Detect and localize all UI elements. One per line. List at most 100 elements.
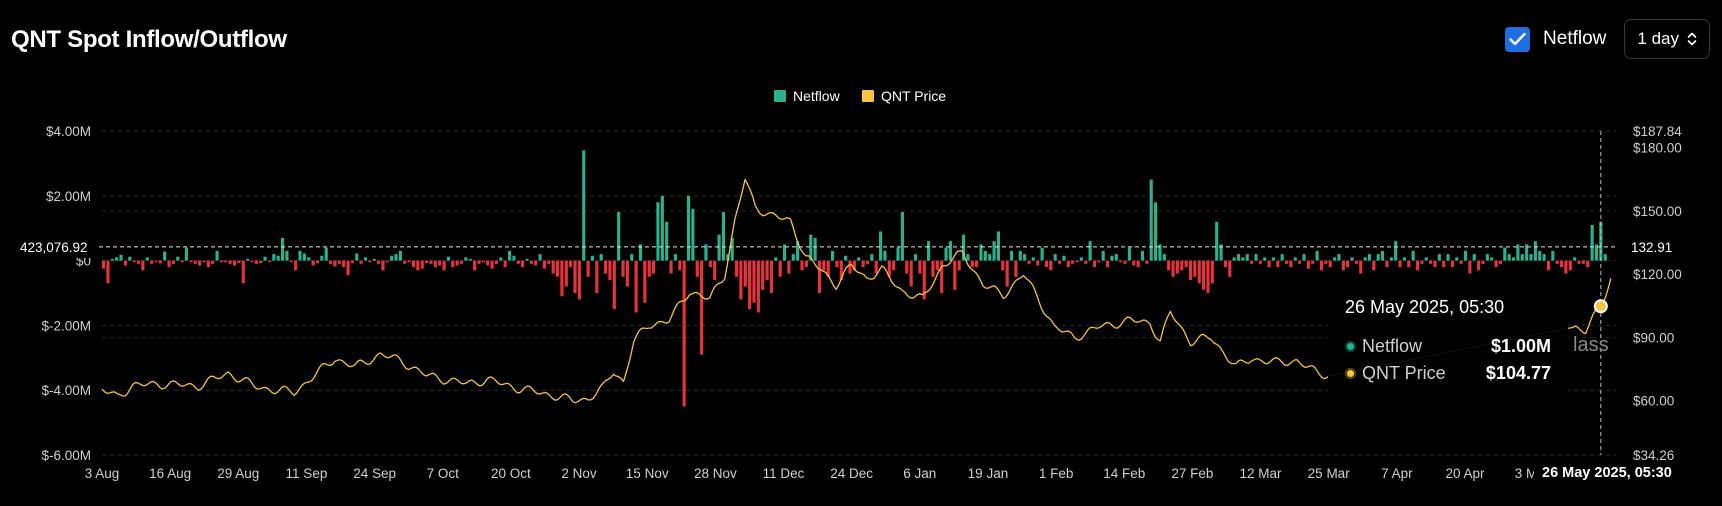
netflow-bar [311,260,315,266]
netflow-bar [739,260,743,300]
chevron-up-down-icon [1687,32,1697,46]
netflow-bar [1594,244,1599,261]
netflow-bar [1520,254,1524,261]
netflow-bar [102,260,106,269]
crosshair-netflow-label: 423,076.92 [12,236,96,258]
netflow-bar [525,258,529,261]
netflow-bar [905,260,909,274]
netflow-bar [398,250,402,261]
netflow-bar [835,260,839,268]
y-right-tick-label: $90.00 [1633,330,1674,345]
netflow-bar [1219,244,1223,261]
watermark-text: lass [1573,334,1609,356]
netflow-bar [1324,260,1328,264]
netflow-bar [136,260,141,264]
netflow-bar [686,195,691,261]
netflow-bar [883,250,887,261]
netflow-bar [700,260,704,355]
netflow-bar [538,254,542,261]
netflow-bar [857,257,861,261]
interval-select[interactable]: 1 day [1624,19,1710,59]
netflow-bar [678,260,682,271]
netflow-bar [1084,260,1088,264]
netflow-bar [1193,260,1197,277]
netflow-bars [102,150,1607,407]
netflow-bar [748,260,752,310]
netflow-bar [342,260,346,268]
netflow-bar [276,255,280,261]
netflow-bar [215,250,219,261]
y-left-tick-label: $2.00M [46,189,91,204]
netflow-bar [163,251,167,261]
netflow-bar [1306,260,1310,269]
netflow-bar [411,260,416,268]
netflow-bar [333,260,337,267]
netflow-bar [246,258,250,261]
netflow-bar [647,260,651,277]
netflow-bar [756,260,760,313]
x-tick-label: 11 Dec [763,466,805,481]
netflow-bar [1319,260,1324,271]
netflow-bar [1328,260,1332,268]
netflow-bar [1180,260,1184,271]
netflow-bar [953,260,957,290]
netflow-bar [761,260,765,290]
netflow-bar [879,231,883,261]
netflow-bar [228,260,232,264]
netflow-bar [909,260,913,287]
netflow-bar [1114,254,1118,261]
netflow-bar [1123,260,1127,264]
x-tick-label: 24 Sep [353,466,396,481]
netflow-bar [211,260,215,264]
netflow-bar [852,260,856,271]
netflow-bar [534,260,538,266]
netflow-bar [752,260,756,303]
netflow-bar [259,260,263,264]
netflow-bar [595,260,599,293]
netflow-bar [1250,260,1254,264]
netflow-bar [1477,260,1481,271]
netflow-bar [743,260,747,287]
x-tick-label: 29 Aug [217,466,259,481]
netflow-toggle[interactable]: Netflow [1505,26,1606,52]
netflow-bar [1036,260,1040,266]
netflow-bar [1481,260,1485,264]
netflow-bar [1018,250,1022,261]
netflow-bar [1119,260,1123,263]
netflow-bar [189,260,193,263]
netflow-bar [459,260,464,264]
netflow-bar [1332,257,1337,261]
netflow-bar [1450,260,1454,268]
netflow-bar [547,260,551,264]
netflow-bar [328,260,333,264]
netflow-bar [765,260,769,281]
netflow-bar [970,260,974,268]
netflow-bar [1472,254,1476,261]
x-tick-label: 28 Nov [694,466,737,481]
netflow-bar [1097,260,1101,263]
netflow-bar [1188,260,1193,281]
y-left-tick-label: $-4.00M [41,383,91,398]
netflow-bar [1057,260,1062,264]
netflow-bar [704,244,708,261]
netflow-bar [983,250,987,261]
netflow-bar [346,260,350,276]
netflow-bar [1468,260,1472,274]
netflow-bar [1568,260,1572,271]
netflow-bar [1385,260,1389,268]
x-tick-label: 1 Feb [1039,466,1074,481]
netflow-bar [1564,260,1568,274]
netflow-bar [1586,260,1590,268]
netflow-bar [499,257,503,261]
netflow-bar [167,260,171,268]
netflow-bar [473,260,477,271]
x-tick-label: 12 Mar [1240,466,1283,481]
netflow-bar [1581,260,1585,264]
crosshair-date-label: 26 May 2025, 05:30 [1534,460,1680,486]
netflow-checkbox[interactable] [1505,26,1531,52]
netflow-bar [935,260,939,271]
netflow-bar [625,260,629,287]
netflow-bar [844,255,848,261]
netflow-bar [451,260,455,268]
